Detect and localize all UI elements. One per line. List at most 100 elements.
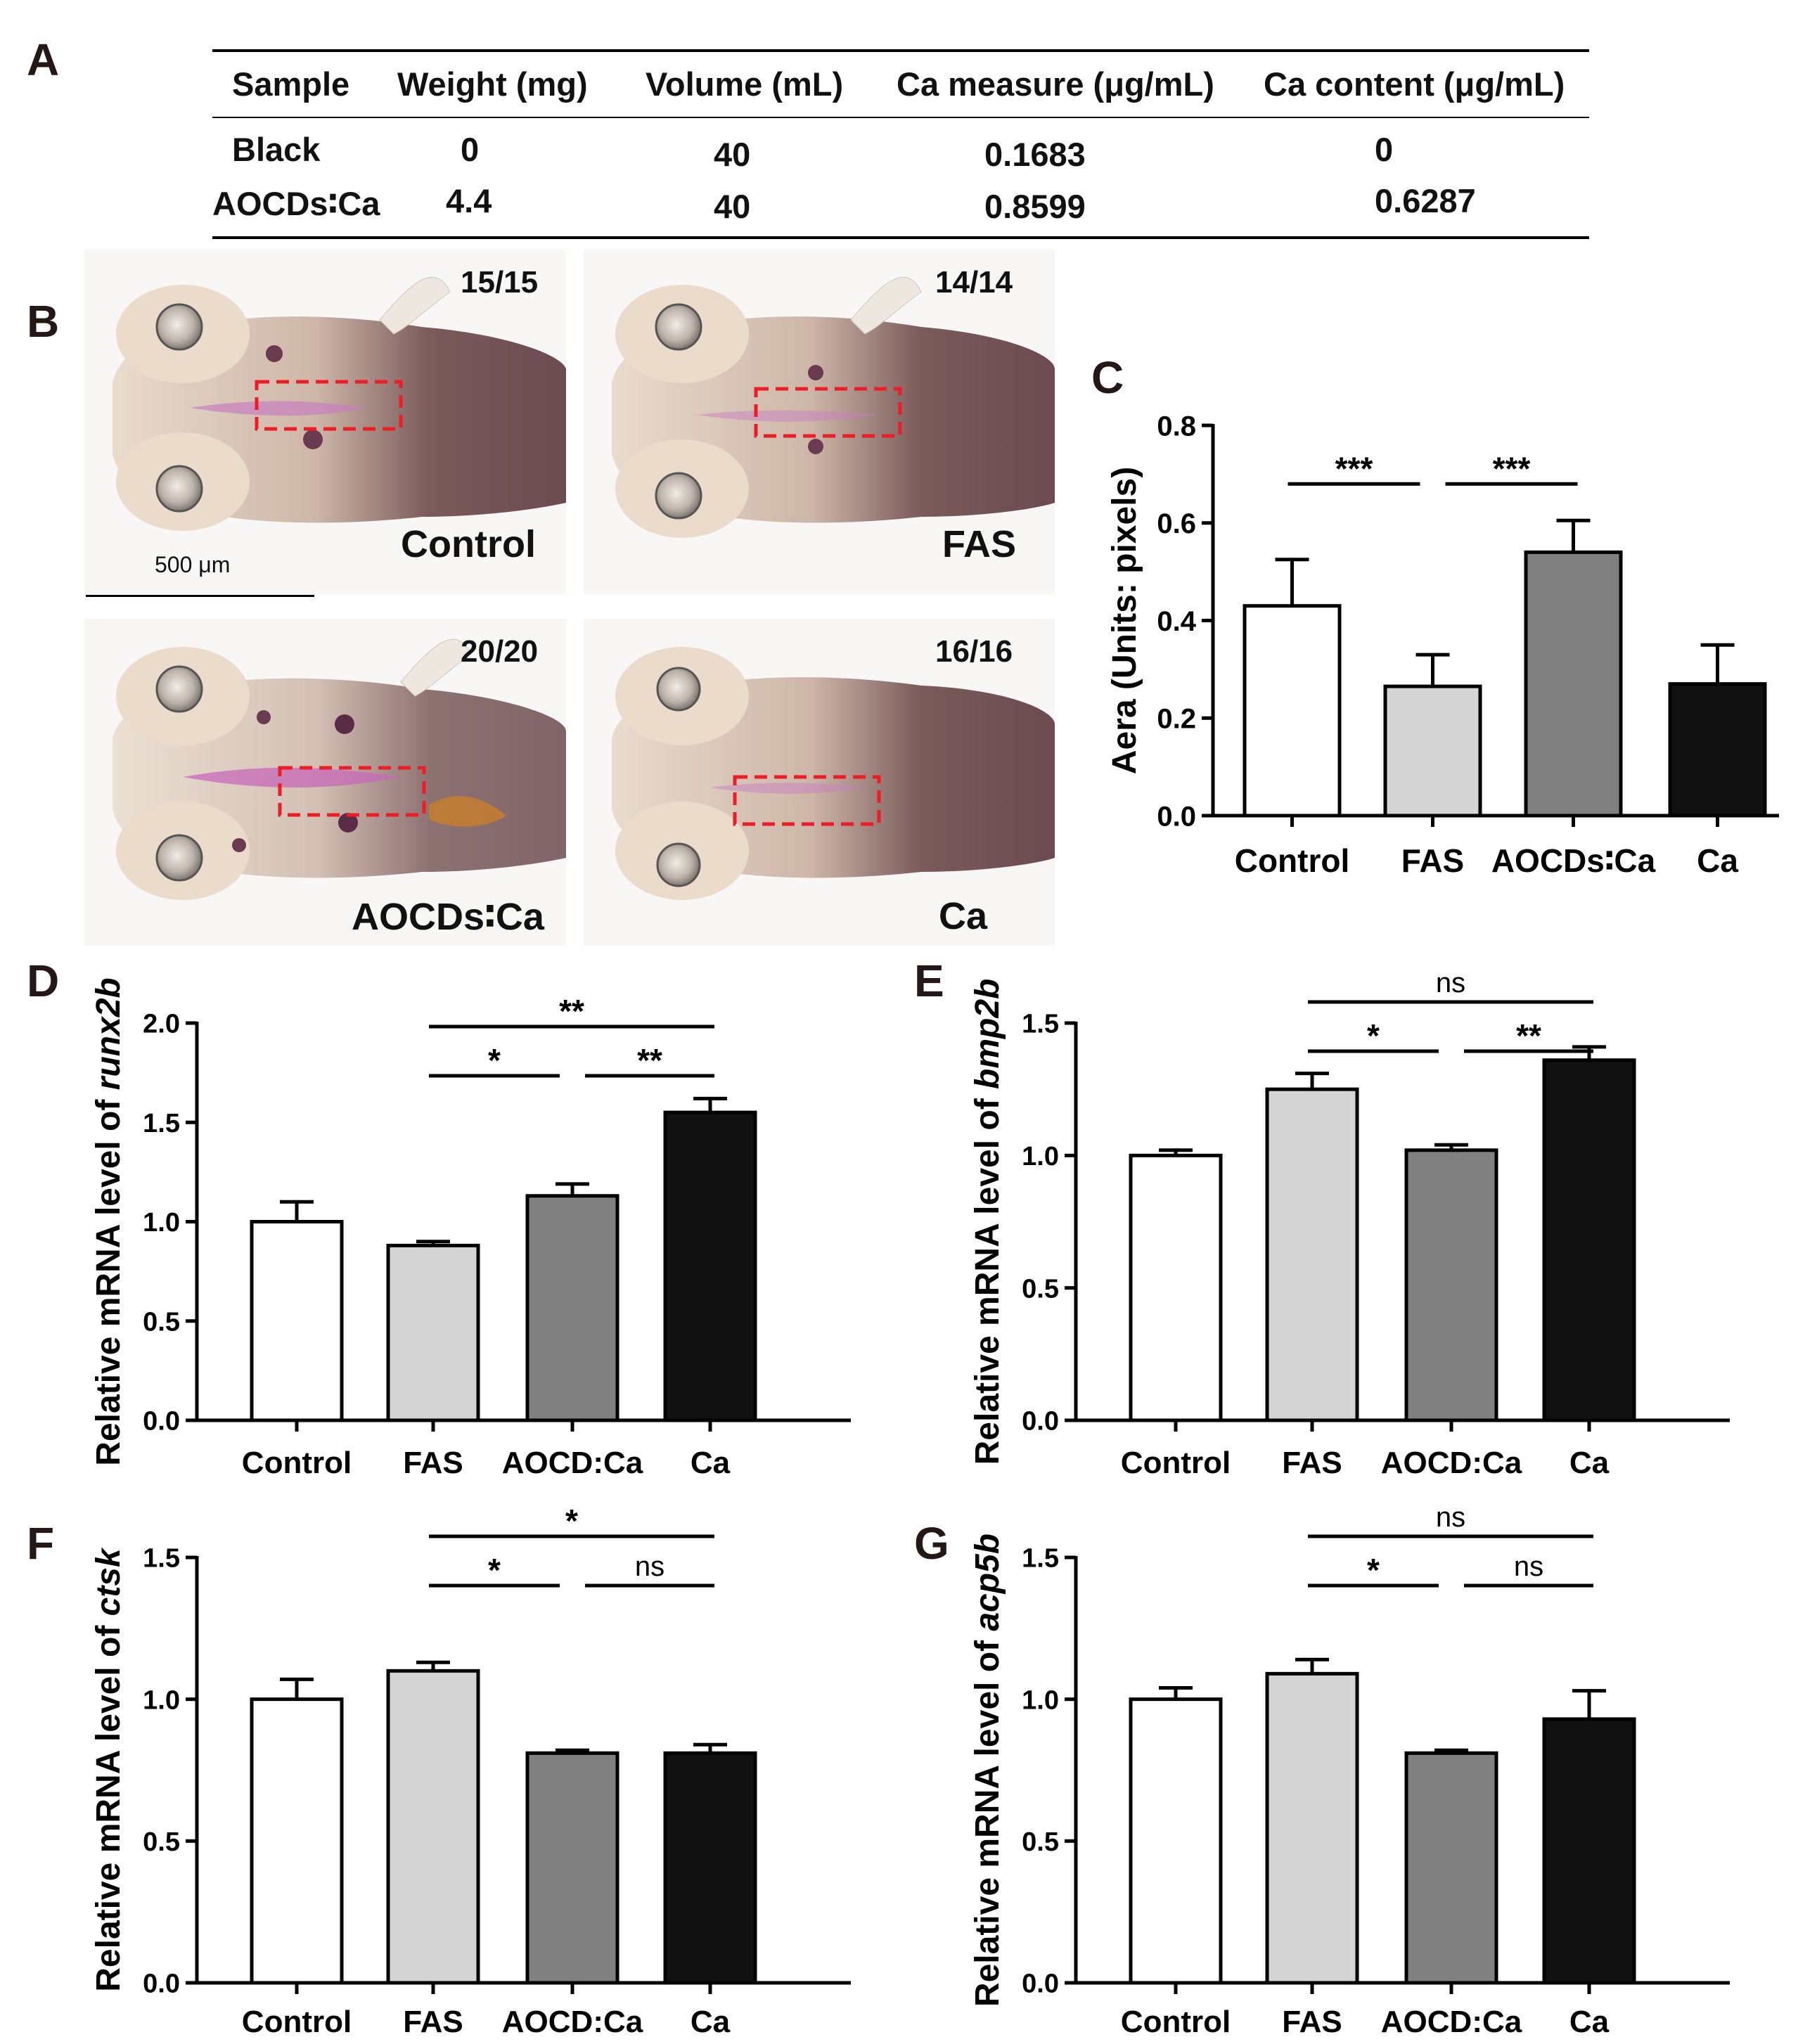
- table-header: Volume (mL): [646, 65, 844, 103]
- fish-image-aocds-ca: 20/20 AOCDs∶Ca: [84, 619, 566, 946]
- y-tick-label: 0.0: [143, 1969, 180, 1999]
- table-cell: 40: [714, 188, 751, 225]
- ctsk-bar-chart: 0.0 0.5 1.0 1.5 Relative mRNA level of ctsk C…: [90, 1505, 851, 2039]
- y-tick-label: 0.0: [1157, 801, 1196, 832]
- y-tick-label: 0.5: [1022, 1274, 1059, 1304]
- category-label: FAS: [1401, 842, 1464, 879]
- fish-illustration: [113, 638, 566, 900]
- scale-bar-line: [86, 595, 314, 597]
- panel-label-c: C: [1091, 352, 1124, 403]
- y-tick-label: 1.5: [143, 1544, 180, 1574]
- y-axis-title-prefix: Relative mRNA level of: [969, 1631, 1006, 2007]
- panel-label-d: D: [27, 956, 60, 1006]
- fish-image-ca: 16/16 Ca: [584, 619, 1055, 946]
- y-tick-label: 1.5: [143, 1109, 180, 1138]
- table-header: Ca content (μg/mL): [1264, 65, 1565, 103]
- category-label: FAS: [1282, 1446, 1342, 1480]
- bar: [1265, 1087, 1359, 1422]
- panel-label-a: A: [27, 34, 60, 85]
- bar: [663, 1751, 757, 1985]
- y-tick-label: 1.0: [1022, 1685, 1059, 1715]
- acp5b-bar-chart: 0.0 0.5 1.0 1.5 Relative mRNA level of acp5b…: [969, 1505, 1730, 2039]
- y-tick-label: 0.0: [1022, 1407, 1059, 1436]
- y-axis-title: Relative mRNA level of bmp2b: [969, 979, 1006, 1465]
- y-tick-label: 1.0: [143, 1208, 180, 1238]
- y-axis-title: Relative mRNA level of ctsk: [90, 1547, 127, 1992]
- bar: [386, 1243, 480, 1422]
- bar: [250, 1697, 344, 1985]
- bar: [386, 1669, 480, 1985]
- bar: [1265, 1671, 1359, 1985]
- bar: [1542, 1717, 1636, 1985]
- category-label: Ca: [1569, 1446, 1610, 1480]
- y-axis-title-gene: bmp2b: [969, 979, 1006, 1089]
- image-label: AOCDs∶Ca: [352, 896, 544, 938]
- significance-label: *: [488, 1552, 501, 1588]
- image-label: Ca: [939, 895, 988, 937]
- fish-illustration: [113, 276, 566, 531]
- area-bar-chart: 0.0 0.2 0.4 0.6 0.8 Aera (Units: pixels) Contr…: [1106, 411, 1779, 879]
- y-tick-label: 0.2: [1157, 704, 1196, 735]
- bar: [1524, 550, 1623, 818]
- significance-label: *: [1367, 1017, 1380, 1054]
- fish-illustration: [612, 647, 1055, 900]
- category-label: Control: [1121, 2005, 1231, 2039]
- panel-label-f: F: [27, 1518, 55, 1569]
- category-label: Ca: [1569, 2005, 1610, 2039]
- image-label: FAS: [942, 523, 1017, 565]
- table-cell: 4.4: [446, 182, 492, 219]
- table-cell: 0.1683: [984, 136, 1086, 173]
- category-label: AOCD:Ca: [1381, 2005, 1522, 2039]
- sample-count: 20/20: [461, 634, 539, 669]
- category-label: Ca: [691, 1446, 731, 1480]
- bar: [1404, 1148, 1498, 1422]
- table-bottom-rule: [212, 236, 1589, 239]
- y-axis-title-gene: runx2b: [90, 977, 127, 1090]
- y-tick-label: 1.5: [1022, 1010, 1059, 1039]
- table-cell: Black: [232, 131, 321, 168]
- table-mid-rule: [212, 117, 1589, 118]
- category-label: Ca: [691, 2005, 731, 2039]
- bar: [525, 1194, 619, 1422]
- category-label: AOCDs∶Ca: [1491, 842, 1656, 879]
- significance-label: *: [488, 1042, 501, 1079]
- y-tick-label: 1.0: [1022, 1142, 1059, 1171]
- y-tick-label: 0.0: [1022, 1969, 1059, 1999]
- bar: [1129, 1697, 1223, 1985]
- table-top-rule: [212, 49, 1589, 52]
- category-label: FAS: [1282, 2005, 1342, 2039]
- significance-label: *: [565, 1505, 578, 1539]
- table-cell: 0.6287: [1375, 182, 1476, 219]
- bar: [250, 1220, 344, 1422]
- panel-label-g: G: [914, 1518, 949, 1569]
- bar: [663, 1110, 757, 1422]
- significance-label: **: [637, 1042, 662, 1079]
- table-header: Ca measure (μg/mL): [897, 65, 1214, 103]
- y-axis-title: Aera (Units: pixels): [1106, 467, 1143, 774]
- table-cell: 0: [1375, 131, 1394, 168]
- y-axis-title-prefix: Relative mRNA level of: [90, 1090, 127, 1465]
- y-axis-title-gene: acp5b: [969, 1534, 1006, 1631]
- image-label: Control: [401, 523, 536, 565]
- fish-image-control: 15/15 Control 500 μm: [84, 250, 566, 594]
- bmp2b-bar-chart: 0.0 0.5 1.0 1.5 Relative mRNA level of bmp2b…: [969, 970, 1730, 1480]
- table-cell: 0: [461, 131, 480, 168]
- y-tick-label: 0.5: [143, 1307, 180, 1337]
- category-label: AOCD:Ca: [502, 2005, 643, 2039]
- y-tick-label: 0.4: [1157, 606, 1196, 637]
- category-label: FAS: [403, 2005, 463, 2039]
- y-tick-label: 0.8: [1157, 411, 1196, 442]
- y-axis-title-prefix: Relative mRNA level of: [969, 1089, 1006, 1465]
- category-label: AOCD:Ca: [502, 1446, 643, 1480]
- table-cell: 0.8599: [984, 188, 1086, 225]
- table-cell: AOCDs∶Ca: [212, 185, 380, 222]
- y-axis-title-gene: ctsk: [90, 1547, 127, 1616]
- significance-label: ***: [1493, 450, 1531, 487]
- significance-label: ns: [1436, 970, 1465, 998]
- bar: [1243, 604, 1342, 818]
- significance-label: ns: [1514, 1551, 1543, 1582]
- table-header: Sample: [232, 65, 350, 103]
- sample-count: 14/14: [935, 265, 1013, 300]
- y-tick-label: 1.0: [143, 1685, 180, 1715]
- y-tick-label: 0.5: [143, 1827, 180, 1857]
